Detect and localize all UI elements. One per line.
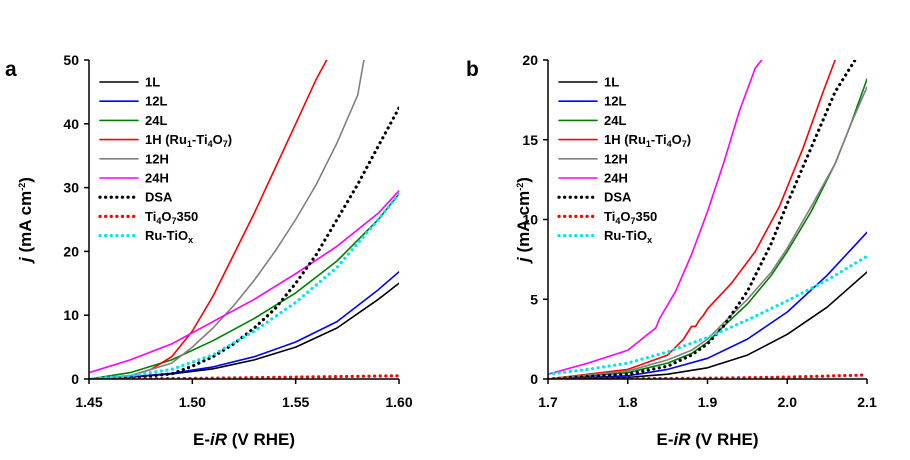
legend-entry: DSA	[145, 190, 173, 205]
x-tick-label: 1.8	[618, 394, 638, 410]
legend-entry: 24H	[145, 171, 169, 186]
legend-entry: 12H	[145, 151, 169, 166]
legend-entry: 1L	[145, 75, 160, 90]
x-axis-title: E-iR (V RHE)	[657, 430, 759, 449]
y-tick-label: 20	[63, 243, 79, 259]
legend-entry: 12L	[604, 94, 626, 109]
series-group	[548, 60, 867, 379]
legend-entry: 1L	[604, 75, 619, 90]
series-group	[89, 60, 399, 379]
series-line-7	[548, 60, 857, 379]
series-line-6	[89, 190, 399, 374]
x-tick-label: 1.9	[698, 394, 718, 410]
legend-entry: DSA	[604, 190, 632, 205]
y-tick-label: 15	[522, 132, 538, 148]
x-tick-label: 1.50	[179, 394, 206, 410]
x-tick-label: 1.7	[538, 394, 558, 410]
y-tick-label: 20	[522, 52, 538, 68]
legend-entry: 24L	[604, 113, 626, 128]
chart-panel-b: 1.7 1.8 1.9 2.0 2.1 0 5 10 15 20 b E-iR (V RHE) j (m…	[466, 52, 877, 449]
y-tick-label: 40	[63, 116, 79, 132]
series-line-3	[548, 78, 867, 379]
series-line-5	[89, 60, 365, 379]
y-axis-title: j (mA cm-2)	[514, 177, 533, 264]
series-line-3	[89, 193, 399, 379]
y-tick-label: 10	[63, 307, 79, 323]
y-tick-label: 30	[63, 180, 79, 196]
x-axis-title: E-iR (V RHE)	[193, 430, 295, 449]
x-tick-label: 2.1	[857, 394, 877, 410]
legend-entry: Ru-TiOx	[604, 228, 652, 245]
y-tick-label: 0	[71, 371, 79, 387]
legend-entry: 24H	[604, 171, 628, 186]
y-tick-label: 50	[63, 52, 79, 68]
y-tick-label: 0	[530, 371, 538, 387]
series-line-9	[89, 192, 399, 379]
chart-panel-a: 1.45 1.50 1.55 1.60 0 10 20 30 40 50 a E-iR (V RHE)…	[5, 52, 413, 449]
legend-entry: 12L	[145, 94, 167, 109]
x-tick-label: 1.45	[75, 394, 102, 410]
series-line-1	[89, 282, 399, 379]
legend-entry: Ru-TiOx	[145, 228, 193, 245]
y-axis-title: j (mA cm-2)	[16, 177, 35, 264]
series-line-5	[548, 86, 867, 379]
x-tick-label: 1.55	[282, 394, 309, 410]
legend-entry: 12H	[604, 151, 628, 166]
legend-entry: Ti4O7350	[145, 209, 198, 226]
x-tick-label: 1.60	[385, 394, 412, 410]
legend: 1L 12L 24L 1H (Ru1-Ti4O7) 12H 24H DSA Ti4O7350 R…	[557, 75, 691, 245]
legend-entry: 24L	[145, 113, 167, 128]
x-tick-label: 2.0	[778, 394, 798, 410]
legend-entry: 1H (Ru1-Ti4O7)	[604, 132, 691, 149]
series-line-4	[89, 60, 328, 379]
series-line-6	[548, 60, 763, 376]
series-line-1	[548, 271, 867, 379]
panel-label: a	[5, 58, 17, 81]
series-line-9	[548, 254, 867, 376]
y-tick-label: 5	[530, 291, 538, 307]
legend: 1L 12L 24L 1H (Ru1-Ti4O7) 12H 24H DSA Ti4O7350 R…	[98, 75, 232, 245]
legend-entry: 1H (Ru1-Ti4O7)	[145, 132, 232, 149]
y-tick-label: 10	[522, 212, 538, 228]
series-line-2	[548, 231, 867, 379]
panel-label: b	[466, 58, 479, 81]
legend-entry: Ti4O7350	[604, 209, 657, 226]
